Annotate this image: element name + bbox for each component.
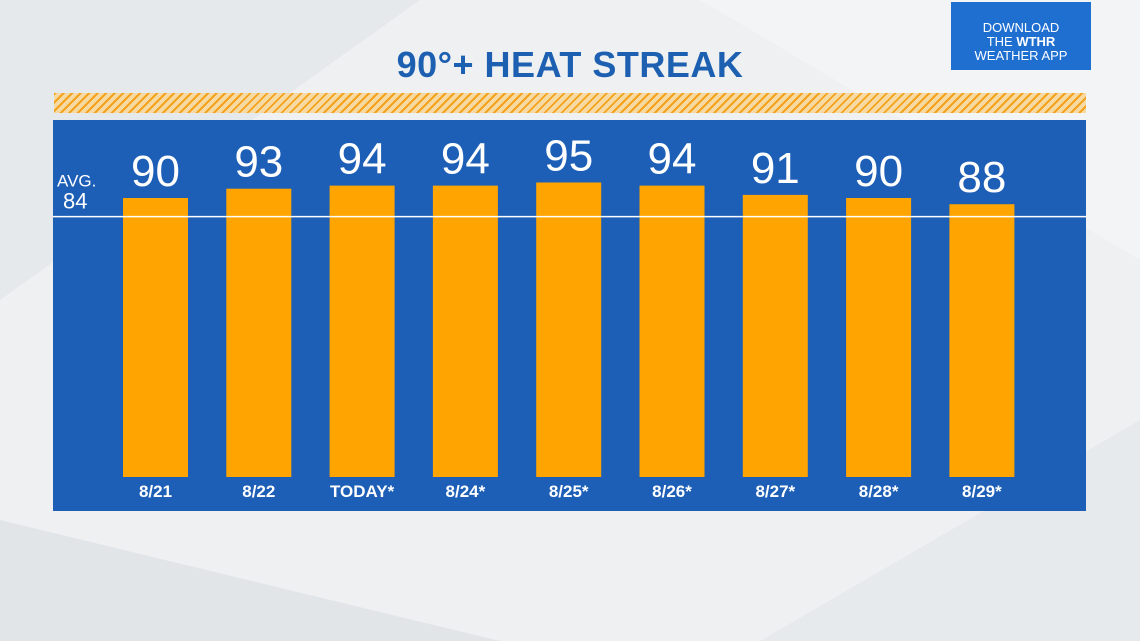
hatched-stripe: [54, 93, 1086, 113]
chart-title: 90°+ HEAT STREAK: [396, 44, 744, 85]
bar: [432, 185, 498, 477]
heat-streak-bar-chart: 90 8/21 93 8/22 94 TODAY* 94 8/24* 95 8/25* 94 8/26…: [53, 132, 1086, 501]
x-tick-label: 8/22: [242, 482, 275, 501]
badge-the-text: THE: [986, 34, 1017, 49]
bar: [742, 194, 808, 477]
x-tick-label: 8/28*: [859, 482, 899, 501]
badge-line-brand: THE WTHR: [951, 35, 1091, 49]
data-label: 91: [751, 144, 800, 193]
data-label: 88: [957, 153, 1006, 202]
data-label: 94: [648, 135, 697, 184]
bar: [329, 185, 395, 477]
badge-line-download: DOWNLOAD: [982, 20, 1060, 35]
data-label: 94: [338, 135, 387, 184]
badge-brand-text: WTHR: [1016, 34, 1056, 49]
data-label: 93: [234, 138, 283, 187]
x-tick-label: 8/24*: [446, 482, 486, 501]
badge-line-weather-app: WEATHER APP: [974, 48, 1068, 63]
data-label: 90: [131, 147, 180, 196]
bar: [226, 188, 292, 477]
data-label: 95: [544, 132, 593, 181]
bar: [123, 198, 188, 477]
average-label: AVG.: [57, 172, 96, 191]
data-label: 90: [854, 147, 903, 196]
x-tick-label: 8/29*: [962, 482, 1002, 501]
download-app-badge[interactable]: DOWNLOAD THE WTHR WEATHER APP: [951, 2, 1091, 70]
bar: [536, 182, 602, 477]
bar: [846, 198, 912, 477]
x-tick-label: 8/27*: [755, 482, 795, 501]
x-tick-label: 8/21: [139, 482, 172, 501]
x-tick-label: TODAY*: [330, 482, 395, 501]
x-tick-label: 8/26*: [652, 482, 692, 501]
data-label: 94: [441, 135, 490, 184]
x-tick-label: 8/25*: [549, 482, 589, 501]
bar: [639, 185, 705, 477]
bar: [949, 204, 1015, 477]
average-value: 84: [63, 189, 87, 214]
